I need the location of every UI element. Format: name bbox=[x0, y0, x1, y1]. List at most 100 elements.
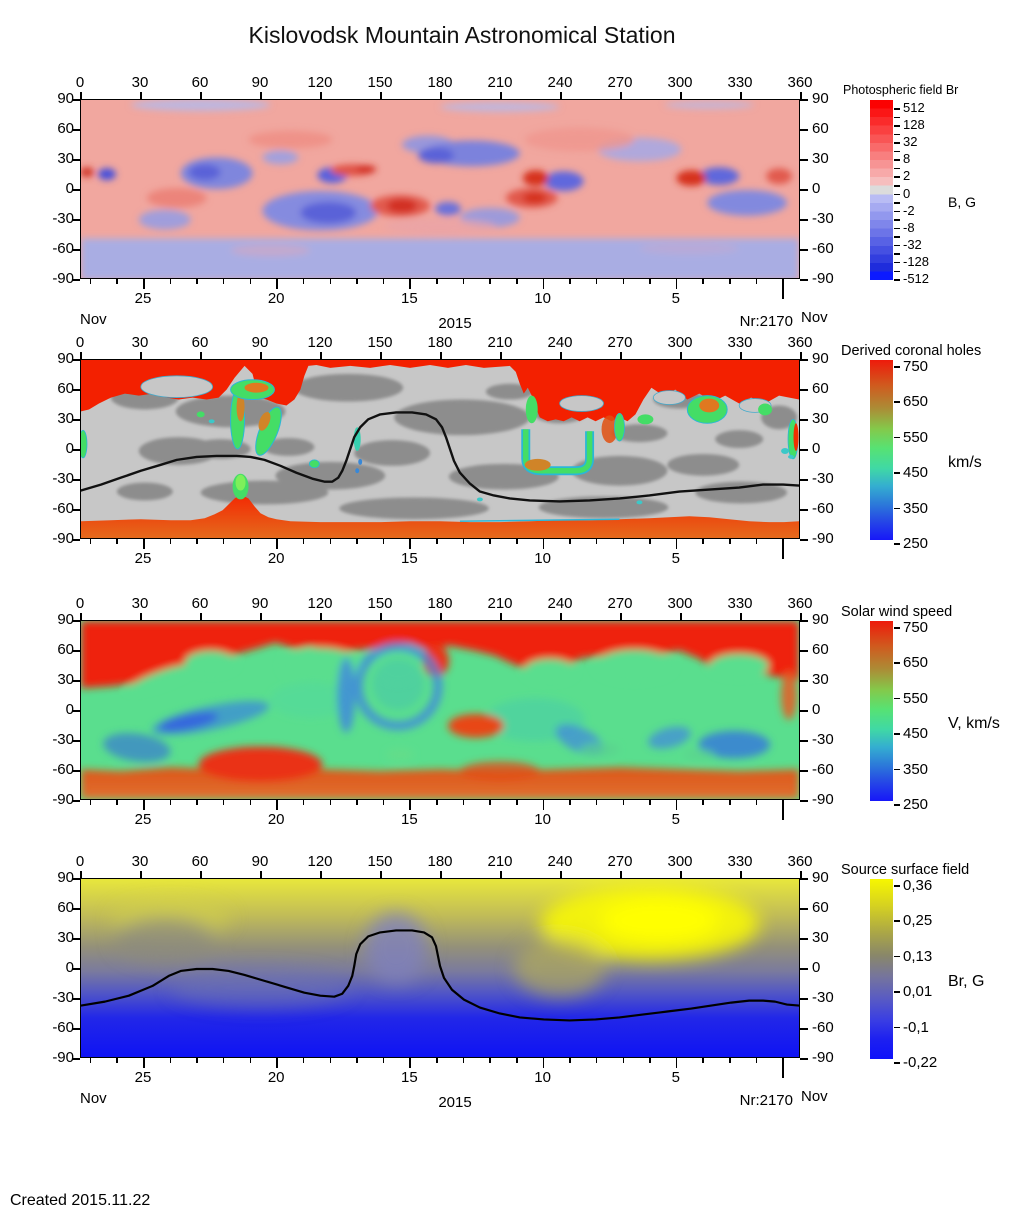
lat-tick-label-left: 90 bbox=[57, 350, 74, 367]
colorbar-tick bbox=[894, 1026, 900, 1029]
lon-tick-label: 330 bbox=[727, 334, 753, 351]
date-tick bbox=[489, 1058, 491, 1063]
date-tick-label: 5 bbox=[671, 550, 680, 567]
lat-tick-label-right: 0 bbox=[812, 180, 821, 197]
date-tick bbox=[302, 1058, 305, 1063]
lat-tick-left bbox=[72, 620, 80, 622]
lat-tick-left bbox=[72, 389, 80, 391]
lat-tick-label-left: -60 bbox=[52, 500, 74, 517]
lat-tick-label-left: 90 bbox=[57, 611, 74, 628]
lon-tick bbox=[440, 613, 442, 620]
date-tick bbox=[436, 1058, 438, 1063]
rotation-label: Nr:2170 bbox=[739, 1092, 793, 1109]
lat-tick-label-right: 60 bbox=[812, 641, 829, 658]
photospheric-field-art bbox=[81, 100, 799, 278]
date-tick bbox=[702, 539, 704, 544]
lat-tick-right bbox=[800, 359, 808, 361]
lon-tick bbox=[380, 352, 382, 359]
lon-tick-label: 270 bbox=[607, 334, 633, 351]
colorbar-tick-label: -512 bbox=[903, 271, 930, 286]
lat-tick-right bbox=[800, 189, 808, 191]
lon-tick bbox=[440, 92, 442, 99]
lon-tick-label: 240 bbox=[547, 334, 573, 351]
date-tick bbox=[302, 279, 305, 284]
date-tick bbox=[329, 800, 331, 805]
date-tick bbox=[542, 1058, 545, 1068]
lat-tick-right bbox=[800, 878, 808, 880]
lon-tick-label: 60 bbox=[191, 74, 209, 91]
date-tick bbox=[196, 800, 198, 805]
lon-tick-label: 300 bbox=[667, 74, 693, 91]
colorbar-gradient bbox=[870, 100, 893, 280]
lon-tick-label: 240 bbox=[547, 74, 573, 91]
colorbar-gradient bbox=[870, 360, 893, 540]
colorbar-tick-label: 512 bbox=[903, 100, 925, 115]
date-tick bbox=[249, 539, 252, 544]
lon-tick-label: 180 bbox=[427, 853, 453, 870]
colorbar-tick-label: 0 bbox=[903, 185, 911, 201]
lat-tick-right bbox=[800, 449, 808, 451]
date-tick bbox=[595, 539, 598, 544]
colorbar-tick bbox=[894, 697, 900, 700]
date-tick-label: 20 bbox=[267, 811, 285, 828]
lon-tick bbox=[740, 613, 742, 620]
date-tick bbox=[702, 1058, 704, 1063]
lon-tick-label: 270 bbox=[607, 74, 633, 91]
lat-tick-left bbox=[72, 1028, 80, 1030]
colorbar-tick bbox=[894, 227, 900, 230]
lon-tick bbox=[620, 352, 622, 359]
lat-tick-left bbox=[72, 359, 80, 361]
date-tick bbox=[89, 279, 92, 284]
lat-tick-label-right: 0 bbox=[812, 959, 821, 976]
date-tick bbox=[622, 1058, 624, 1063]
month-right-label: Nov bbox=[801, 309, 828, 326]
neutral-line bbox=[81, 411, 799, 503]
date-tick bbox=[196, 539, 198, 544]
lat-tick-right bbox=[800, 650, 808, 652]
lat-tick-label-right: 0 bbox=[812, 701, 821, 718]
lat-tick-left bbox=[72, 710, 80, 712]
colorbar-tick bbox=[894, 920, 900, 922]
date-tick bbox=[595, 1058, 598, 1063]
date-tick bbox=[675, 279, 678, 289]
lon-tick-label: 60 bbox=[191, 334, 209, 351]
lon-tick bbox=[380, 871, 382, 878]
lat-tick-right bbox=[800, 129, 808, 131]
lon-tick bbox=[560, 871, 562, 878]
lat-tick-label-right: 90 bbox=[812, 869, 829, 886]
colorbar-tick-label: 650 bbox=[903, 654, 929, 672]
lat-tick-label-left: -30 bbox=[52, 470, 74, 487]
date-tick bbox=[356, 539, 358, 544]
lat-tick-right bbox=[800, 770, 808, 772]
colorbar-unit: B, G bbox=[948, 194, 977, 210]
lat-tick-label-left: 0 bbox=[65, 701, 74, 718]
date-tick-label: 15 bbox=[401, 290, 418, 307]
date-tick bbox=[755, 279, 758, 284]
date-tick bbox=[702, 800, 704, 805]
lat-tick-right bbox=[800, 419, 808, 421]
date-tick bbox=[569, 539, 571, 544]
date-tick bbox=[169, 279, 172, 284]
lat-tick-label-right: 60 bbox=[812, 380, 829, 397]
date-tick bbox=[649, 800, 651, 805]
lon-tick bbox=[800, 613, 802, 620]
date-tick bbox=[755, 539, 758, 544]
lat-tick-label-right: 60 bbox=[812, 120, 829, 137]
lat-tick-left bbox=[72, 770, 80, 772]
lat-tick-left bbox=[72, 479, 80, 481]
date-tick bbox=[675, 800, 678, 810]
lat-tick-left bbox=[72, 219, 80, 221]
lon-tick bbox=[680, 92, 682, 99]
lat-tick-left bbox=[72, 878, 80, 880]
lon-tick-label: 90 bbox=[251, 853, 269, 870]
lat-tick-label-right: 30 bbox=[812, 671, 829, 688]
lon-tick bbox=[440, 871, 442, 878]
date-tick-label: 15 bbox=[401, 1069, 418, 1086]
lon-tick bbox=[560, 92, 562, 99]
lon-tick bbox=[80, 871, 82, 878]
date-tick bbox=[169, 539, 172, 544]
lat-tick-label-left: -90 bbox=[52, 530, 74, 547]
lon-tick bbox=[140, 92, 142, 99]
lon-tick-label: 120 bbox=[307, 74, 333, 91]
lon-tick-label: 90 bbox=[251, 595, 269, 612]
